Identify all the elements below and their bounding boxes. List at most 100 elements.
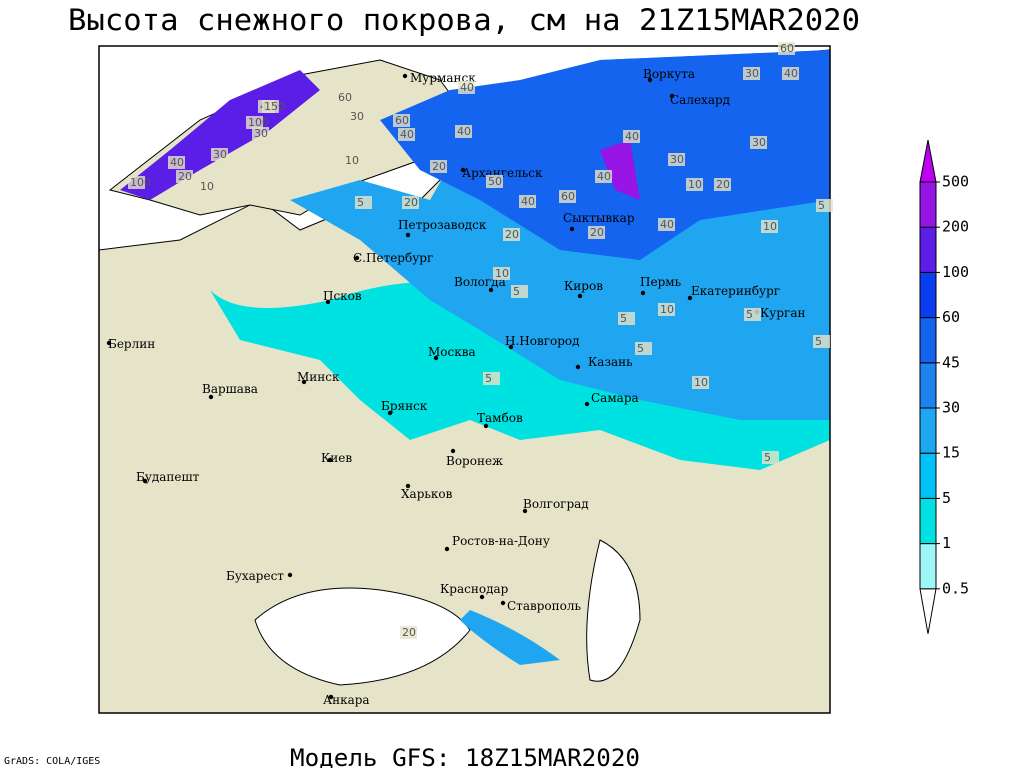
city-dot: [387, 410, 393, 416]
contour-label: 30: [670, 153, 684, 166]
contour-label-bg: [168, 156, 185, 169]
contour-label: 100: [130, 176, 151, 189]
contour-label-bg: [393, 114, 410, 127]
city-label: Екатеринбург: [691, 284, 780, 298]
map-frame: [98, 45, 831, 714]
legend-swatch: [919, 362, 937, 409]
city-dot: [325, 299, 331, 305]
city-label: Салехард: [670, 93, 730, 107]
contour-label-bg: [686, 178, 703, 191]
city-dot: [106, 340, 112, 346]
city-label: Анкара: [323, 693, 370, 707]
contour-label-bg: [176, 170, 193, 183]
city-dot: [402, 73, 408, 79]
contour-label-bg: [128, 176, 145, 189]
contour-label-bg: [762, 451, 779, 464]
contour-label: 5: [357, 196, 364, 209]
contour-label: 40: [170, 156, 184, 169]
contour-label: 5: [485, 372, 492, 385]
contour-label-bg: [761, 220, 778, 233]
contour-label: 40: [784, 67, 798, 80]
contour-label-bg: [455, 125, 472, 138]
contour-label-bg: [658, 303, 675, 316]
contour-label: 40: [625, 130, 639, 143]
contour-label: 5: [513, 285, 520, 298]
city-label: Петрозаводск: [398, 218, 487, 232]
contour-label-bg: [343, 154, 360, 167]
contour-label-bg: [503, 228, 520, 241]
contour-label-bg: [618, 312, 635, 325]
contour-label-bg: [782, 67, 799, 80]
city-label: Тамбов: [477, 411, 523, 425]
legend-label: 200: [942, 218, 969, 236]
contour-label-bg: [816, 199, 833, 212]
contour-label-bg: [511, 285, 528, 298]
contour-label-bg: [813, 335, 830, 348]
city-dot: [287, 572, 293, 578]
contour-label-bg: [458, 81, 475, 94]
legend-swatch: [919, 543, 937, 590]
contour-label-bg: [246, 116, 263, 129]
legend-swatch: [919, 271, 937, 319]
legend-swatch: [919, 407, 937, 454]
city-label: Москва: [428, 345, 476, 359]
city-label: Воркута: [643, 67, 695, 81]
city-label: Берлин: [108, 337, 155, 351]
contour-label-bg: [559, 190, 576, 203]
contour-label: 20: [590, 226, 604, 239]
contour-label: 20: [432, 160, 446, 173]
legend-label: 45: [942, 353, 960, 371]
contour-label: 30: [745, 67, 759, 80]
contour-label: 60: [561, 190, 575, 203]
contour-label-bg: [658, 218, 675, 231]
contour-label-bg: [348, 110, 365, 123]
legend-label: 500: [942, 173, 969, 191]
contour-label-bg: [595, 170, 612, 183]
city-label: Сыктывкар: [563, 211, 635, 225]
contour-label-bg: [398, 128, 415, 141]
legend-label: 5: [942, 489, 951, 507]
contour-label-bg: [778, 42, 795, 55]
city-label: Самара: [591, 391, 639, 405]
contour-label: 10: [763, 220, 777, 233]
city-label: Н.Новгород: [505, 334, 580, 348]
city-label: Архангельск: [462, 166, 543, 180]
city-dot: [444, 546, 450, 552]
city-dot: [208, 394, 214, 400]
legend-swatch: [919, 497, 937, 545]
city-dot: [328, 694, 334, 700]
city-dot: [508, 344, 514, 350]
city-dot: [647, 77, 653, 83]
legend-label: 30: [942, 399, 960, 417]
city-label: Вологда: [454, 275, 506, 289]
contour-label: 20: [404, 196, 418, 209]
contour-label-bg: [623, 130, 640, 143]
contour-label: 10: [694, 376, 708, 389]
contour-label: 100: [248, 116, 269, 129]
city-dot: [640, 290, 646, 296]
legend-swatch: [919, 181, 937, 228]
contour-label: 30: [213, 148, 227, 161]
contour-label-bg: [483, 372, 500, 385]
city-dot: [483, 423, 489, 429]
city-label: Киев: [321, 451, 352, 465]
city-label: Ставрополь: [507, 599, 581, 613]
contour-label: 10: [660, 303, 674, 316]
contour-label-bg: [211, 148, 228, 161]
city-dot: [577, 293, 583, 299]
city-dot: [354, 255, 360, 261]
contour-label-bg: [198, 180, 215, 193]
contour-label-bg: [668, 153, 685, 166]
city-dot: [301, 379, 307, 385]
snow-caucasus: [460, 610, 560, 665]
city-dot: [405, 483, 411, 489]
city-label: Будапешт: [136, 470, 200, 484]
city-dot: [569, 226, 575, 232]
contour-label-bg: [635, 342, 652, 355]
contour-label: 20: [178, 170, 192, 183]
legend-swatch: [919, 226, 937, 273]
title: Высота снежного покрова, см на 21Z15MAR2…: [68, 3, 860, 37]
map: Мурманск ВоркутаСалехардАрхангельскПетроз…: [98, 42, 833, 714]
